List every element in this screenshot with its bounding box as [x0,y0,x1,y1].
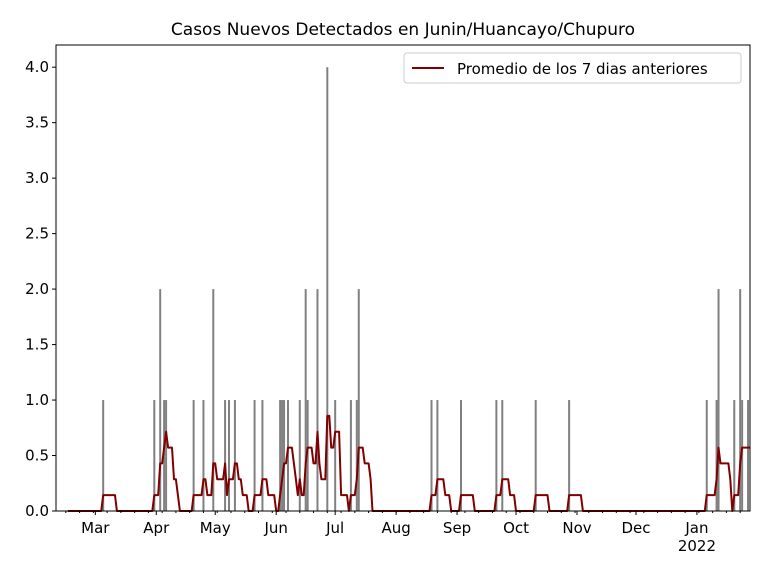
y-tick-label: 3.0 [25,169,49,187]
bar [436,400,439,511]
bar [283,400,286,511]
x-tick-label: Jan [684,519,708,537]
bar [349,400,352,511]
legend-box [403,52,742,84]
y-tick-label: 2.5 [25,225,49,243]
x-tick-label: Jul [325,519,344,537]
bar [326,67,329,511]
bar [355,400,358,511]
bar [357,289,360,511]
bar [233,400,236,511]
x-tick-label: Sep [443,519,471,537]
bar [717,289,720,511]
bar [159,289,162,511]
y-tick-label: 0.0 [25,502,49,520]
bar [298,400,301,511]
line-series [67,414,750,512]
rolling-average-line [67,414,750,512]
bar [430,400,433,511]
x-tick-label: Mar [81,519,110,537]
bar [501,400,504,511]
chart-title: Casos Nuevos Detectados en Junin/Huancay… [171,20,635,40]
bar [304,289,307,511]
x-tick-label: Aug [381,519,410,537]
bar [102,400,105,511]
bar [316,289,319,511]
plot-frame [55,44,751,512]
x-tick-label: 2022 [678,537,716,555]
bar [733,400,736,511]
bar [568,400,571,511]
bar [261,400,264,511]
bar [459,400,462,511]
y-tick-label: 0.5 [25,447,49,465]
x-tick-label: Jun [263,519,287,537]
legend: Promedio de los 7 dias anteriores [403,52,742,84]
bar [534,400,537,511]
legend-label: Promedio de los 7 dias anteriores [457,60,708,78]
x-tick-label: May [200,519,231,537]
bar [192,400,195,511]
bar [705,400,708,511]
bar [224,400,227,511]
x-tick-label: Nov [562,519,591,537]
bar [281,400,284,511]
x-tick-label: Apr [143,519,170,537]
bar [715,400,718,511]
bar [153,400,156,511]
bar [747,400,750,511]
bars [102,67,750,511]
y-tick-label: 4.0 [25,58,49,76]
y-tick-label: 1.0 [25,391,49,409]
x-tick-label: Oct [503,519,529,537]
y-axis: 0.0 0.5 1.0 1.5 2.0 2.5 3.0 3.5 4.0 [25,58,56,520]
bar [334,400,337,511]
bar [279,400,282,511]
y-tick-label: 2.0 [25,280,49,298]
bar [228,400,231,511]
bar [165,400,168,511]
bar [212,289,215,511]
bar [202,400,205,511]
y-tick-label: 1.5 [25,336,49,354]
y-tick-label: 3.5 [25,114,49,132]
bar [495,400,498,511]
bar [739,289,742,511]
x-tick-label: Dec [621,519,650,537]
bar [253,400,256,511]
